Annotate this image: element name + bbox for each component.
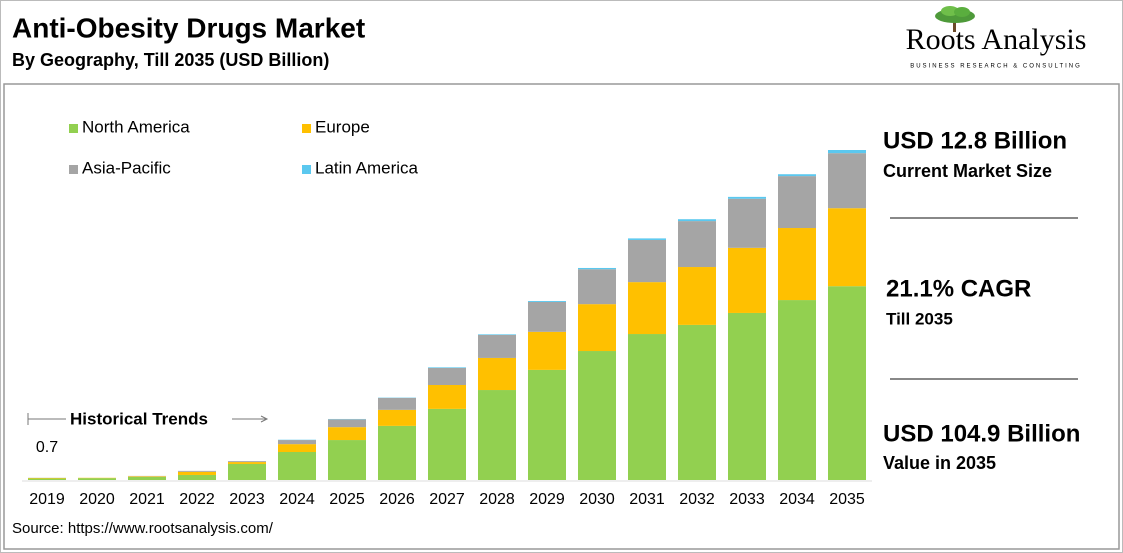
bar-segment — [578, 304, 616, 352]
bar-segment — [478, 390, 516, 480]
bar-segment — [278, 444, 316, 453]
bar-segment — [378, 425, 416, 480]
bar-segment — [528, 331, 566, 370]
x-tick-label: 2030 — [579, 491, 615, 508]
bar-segment — [178, 471, 216, 475]
legend-swatch — [302, 124, 311, 133]
x-tick-label: 2025 — [329, 491, 365, 508]
bar-segment — [278, 452, 316, 480]
side-headline: 21.1% CAGR — [886, 275, 1031, 302]
bar-segment — [228, 463, 266, 480]
bar-segment — [228, 462, 266, 464]
bar-segment — [728, 312, 766, 480]
x-tick-label: 2023 — [229, 491, 265, 508]
bar-segment — [628, 334, 666, 480]
x-tick-label: 2032 — [679, 491, 715, 508]
bar-segment — [828, 208, 866, 287]
bar-segment — [78, 478, 116, 480]
title: Anti-Obesity Drugs Market — [12, 12, 365, 43]
legend-swatch — [302, 165, 311, 174]
bar-segment — [228, 461, 266, 463]
x-tick-label: 2028 — [479, 491, 515, 508]
side-caption: Value in 2035 — [883, 453, 996, 473]
bar-segment — [28, 478, 66, 480]
bar-segment — [578, 267, 616, 270]
bar-segment — [478, 334, 516, 358]
bar-segment — [528, 301, 566, 332]
bar-segment — [578, 269, 616, 305]
bar-segment — [828, 286, 866, 480]
bar-segment — [478, 334, 516, 335]
bar-segment — [778, 174, 816, 177]
x-tick-label: 2027 — [429, 491, 465, 508]
legend-swatch — [69, 124, 78, 133]
side-caption: Current Market Size — [883, 161, 1052, 181]
bar-segment — [328, 419, 366, 428]
legend-label: Asia-Pacific — [82, 158, 171, 177]
x-tick-label: 2034 — [779, 491, 815, 508]
legend-label: Europe — [315, 117, 370, 136]
bar-segment — [428, 408, 466, 480]
legend-label: Latin America — [315, 158, 419, 177]
bar-segment — [628, 282, 666, 335]
side-caption: Till 2035 — [886, 309, 953, 328]
x-tick-label: 2019 — [29, 491, 65, 508]
bar-segment — [778, 228, 816, 301]
bar-segment — [328, 440, 366, 480]
bar-segment — [128, 476, 166, 480]
x-tick-label: 2020 — [79, 491, 115, 508]
bar-segment — [678, 219, 716, 222]
x-tick-label: 2029 — [529, 491, 565, 508]
x-tick-label: 2021 — [129, 491, 165, 508]
bar-segment — [628, 239, 666, 283]
bar-segment — [678, 221, 716, 268]
bar-segment — [678, 267, 716, 325]
total-label: 0.7 — [36, 439, 58, 456]
bar-segment — [678, 324, 716, 480]
x-tick-label: 2022 — [179, 491, 215, 508]
bar-segment — [178, 470, 216, 472]
subtitle: By Geography, Till 2035 (USD Billion) — [12, 50, 329, 70]
x-tick-label: 2024 — [279, 491, 315, 508]
bar-segment — [528, 301, 566, 302]
bar-segment — [378, 409, 416, 426]
x-tick-label: 2031 — [629, 491, 665, 508]
logo-tree — [935, 6, 975, 32]
bar-segment — [828, 150, 866, 154]
bar-segment — [328, 427, 366, 441]
bar-segment — [428, 367, 466, 369]
annotation: Historical Trends — [70, 409, 208, 428]
bar-segment — [428, 368, 466, 385]
source: Source: https://www.rootsanalysis.com/ — [12, 520, 274, 537]
logo: Roots Analysis — [906, 23, 1087, 56]
bar-segment — [778, 300, 816, 480]
bar-segment — [728, 196, 766, 199]
bar-segment — [728, 247, 766, 313]
bar-segment — [628, 238, 666, 240]
side-headline: USD 12.8 Billion — [883, 127, 1067, 154]
bar-segment — [128, 476, 166, 477]
x-tick-label: 2033 — [729, 491, 765, 508]
bar-segment — [828, 153, 866, 209]
bar-segment — [378, 397, 416, 410]
legend-swatch — [69, 165, 78, 174]
x-tick-label: 2035 — [829, 491, 865, 508]
logo-tagline: BUSINESS RESEARCH & CONSULTING — [910, 64, 1082, 70]
bar-segment — [178, 474, 216, 480]
side-headline: USD 104.9 Billion — [883, 420, 1080, 447]
bar-segment — [728, 198, 766, 248]
bar-segment — [778, 176, 816, 229]
x-tick-label: 2026 — [379, 491, 415, 508]
bar-segment — [578, 351, 616, 480]
bar-segment — [478, 357, 516, 391]
bar-segment — [278, 440, 316, 445]
bar-segment — [528, 369, 566, 480]
bar-segment — [428, 384, 466, 409]
annotation-arrow — [260, 415, 269, 423]
legend-label: North America — [82, 117, 190, 136]
